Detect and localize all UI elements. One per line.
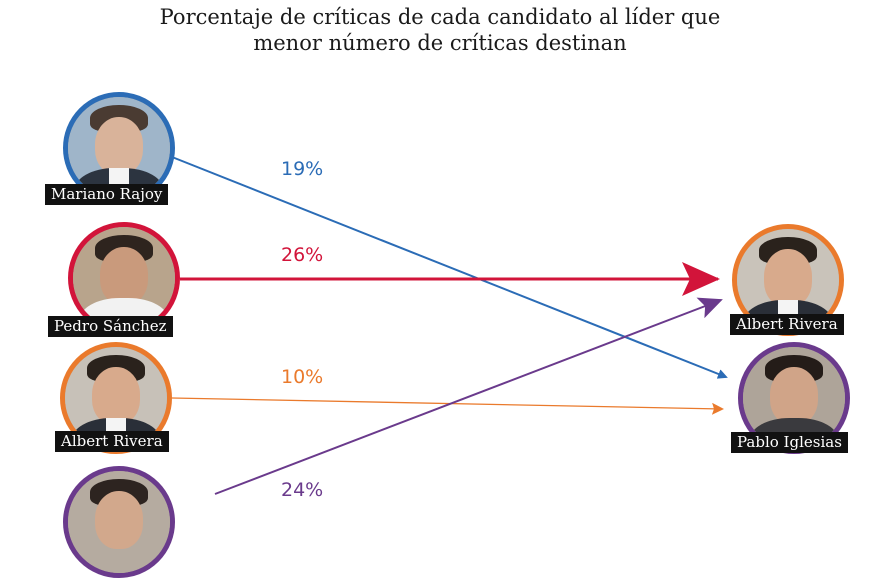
name-label-pedro-sanchez: Pedro Sánchez (48, 316, 173, 337)
percent-label-iglesias: 24% (281, 479, 324, 501)
arrow-iglesias-to-rivera (214, 297, 723, 495)
name-label-mariano-rajoy: Mariano Rajoy (45, 184, 169, 205)
flow-arrows (171, 156, 728, 495)
name-label-albert-rivera-left: Albert Rivera (55, 431, 169, 452)
name-label-albert-rivera-right: Albert Rivera (730, 314, 844, 335)
arrow-rajoy-to-iglesias (171, 156, 728, 379)
avatar-pablo-iglesias-left (63, 466, 175, 578)
title-line-1: Porcentaje de críticas de cada candidato… (159, 5, 721, 29)
title-line-2: menor número de críticas destinan (253, 31, 627, 55)
percent-label-rajoy: 19% (281, 158, 324, 180)
chart-title: Porcentaje de críticas de cada candidato… (0, 4, 880, 56)
name-label-pablo-iglesias-right: Pablo Iglesias (731, 432, 848, 453)
avatar-pedro-sanchez (68, 222, 180, 334)
percent-label-rivera: 10% (281, 366, 324, 388)
arrow-rivera-to-iglesias (171, 397, 724, 415)
percent-label-sanchez: 26% (281, 244, 324, 266)
